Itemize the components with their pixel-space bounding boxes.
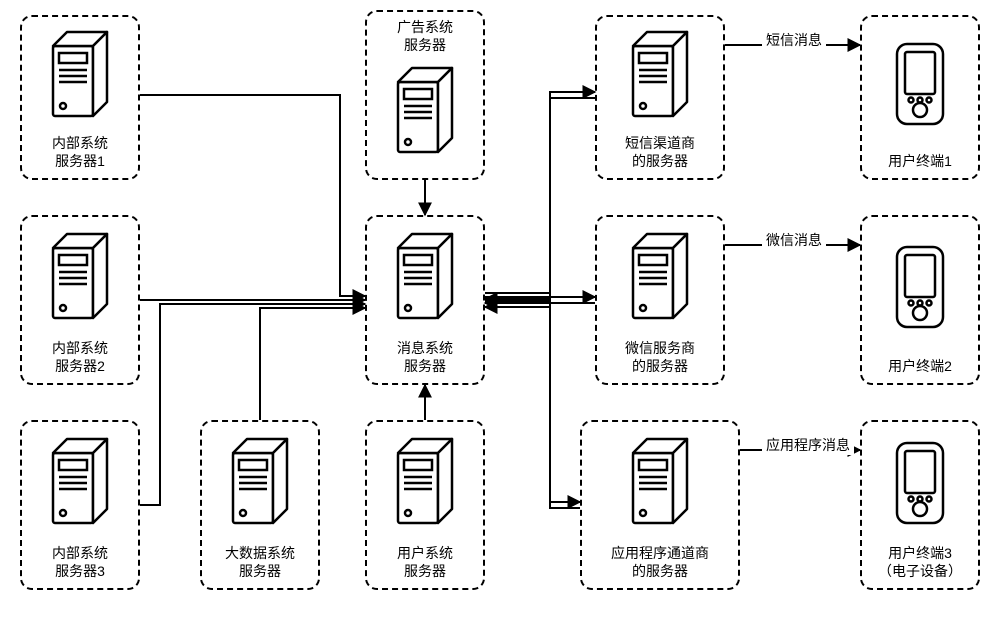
node-sms: 短信渠道商 的服务器 <box>595 15 725 180</box>
node-label: 内部系统 服务器3 <box>52 544 108 580</box>
node-internal3: 内部系统 服务器3 <box>20 420 140 590</box>
device-icon <box>862 217 978 357</box>
server-icon <box>22 422 138 544</box>
node-label: 用户系统 服务器 <box>397 544 453 580</box>
node-label: 用户终端1 <box>888 152 952 170</box>
node-label: 大数据系统 服务器 <box>225 544 295 580</box>
node-label: 用户终端2 <box>888 357 952 375</box>
server-icon <box>22 217 138 339</box>
node-label: 广告系统 服务器 <box>397 18 453 54</box>
server-icon <box>597 217 723 339</box>
node-wechat: 微信服务商 的服务器 <box>595 215 725 385</box>
node-label: 用户终端3 （电子设备） <box>878 544 962 580</box>
edge-label: 微信消息 <box>762 230 826 250</box>
device-icon <box>862 17 978 152</box>
edge-label: 短信消息 <box>762 30 826 50</box>
node-app: 应用程序通道商 的服务器 <box>580 420 740 590</box>
node-term3: 用户终端3 （电子设备） <box>860 420 980 590</box>
node-msg: 消息系统 服务器 <box>365 215 485 385</box>
node-internal2: 内部系统 服务器2 <box>20 215 140 385</box>
server-icon <box>367 54 483 168</box>
node-label: 内部系统 服务器1 <box>52 134 108 170</box>
server-icon <box>582 422 738 544</box>
node-label: 短信渠道商 的服务器 <box>625 134 695 170</box>
server-icon <box>367 217 483 339</box>
node-internal1: 内部系统 服务器1 <box>20 15 140 180</box>
server-icon <box>22 17 138 134</box>
server-icon <box>202 422 318 544</box>
node-label: 应用程序通道商 的服务器 <box>611 544 709 580</box>
node-label: 内部系统 服务器2 <box>52 339 108 375</box>
node-label: 消息系统 服务器 <box>397 339 453 375</box>
server-icon <box>367 422 483 544</box>
node-user: 用户系统 服务器 <box>365 420 485 590</box>
device-icon <box>862 422 978 544</box>
node-bigdata: 大数据系统 服务器 <box>200 420 320 590</box>
node-ad: 广告系统 服务器 <box>365 10 485 180</box>
node-term2: 用户终端2 <box>860 215 980 385</box>
node-label: 微信服务商 的服务器 <box>625 339 695 375</box>
edge-label: 应用程序消息 <box>762 435 854 455</box>
server-icon <box>597 17 723 134</box>
node-term1: 用户终端1 <box>860 15 980 180</box>
